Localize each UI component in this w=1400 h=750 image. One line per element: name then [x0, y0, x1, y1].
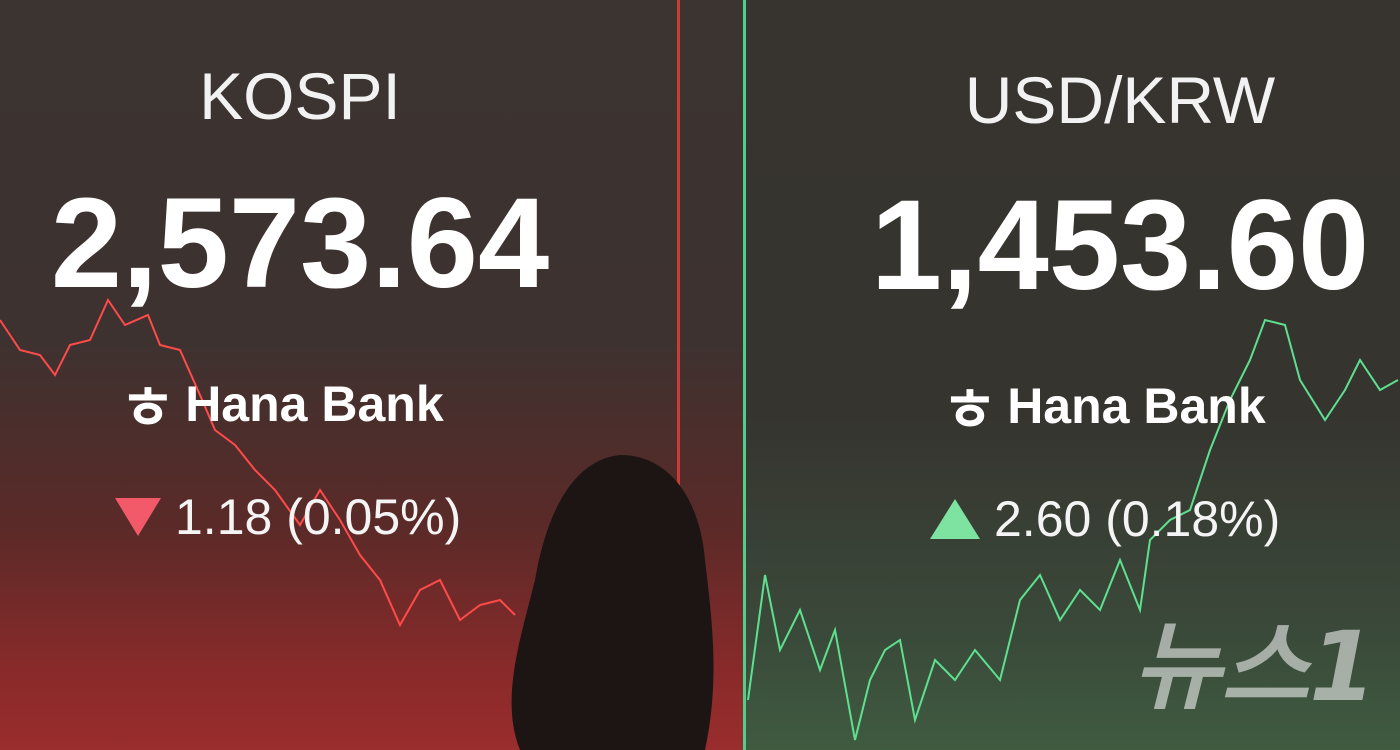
- kospi-change: 1.18 (0.05%): [115, 488, 461, 546]
- kospi-bank-name: Hana Bank: [185, 375, 444, 432]
- news1-watermark: 뉴스1: [1132, 611, 1376, 723]
- usdkrw-change: 2.60 (0.18%): [930, 490, 1280, 548]
- usdkrw-panel: [743, 0, 1400, 750]
- down-triangle-icon: [115, 498, 161, 536]
- person-silhouette: [511, 455, 714, 750]
- kospi-line: [0, 297, 516, 628]
- kospi-bank-logo: ㅎ Hana Bank: [120, 360, 444, 447]
- usdkrw-title: USD/KRW: [964, 63, 1276, 137]
- hana-logo-icon: ㅎ: [942, 376, 998, 446]
- usdkrw-bank-logo: ㅎ Hana Bank: [942, 362, 1266, 449]
- hana-logo-icon: ㅎ: [120, 374, 176, 444]
- kospi-title: KOSPI: [199, 59, 401, 133]
- usdkrw-line: [747, 318, 1399, 741]
- usdkrw-bank-name: Hana Bank: [1007, 377, 1266, 434]
- usdkrw-change-text: 2.60 (0.18%): [994, 491, 1281, 547]
- up-triangle-icon: [930, 499, 980, 539]
- kospi-value: 2,573.64: [50, 172, 550, 315]
- green-divider-line: [743, 0, 746, 750]
- red-divider-line: [677, 0, 680, 730]
- usdkrw-value: 1,453.60: [870, 174, 1370, 317]
- kospi-change-text: 1.18 (0.05%): [175, 489, 462, 545]
